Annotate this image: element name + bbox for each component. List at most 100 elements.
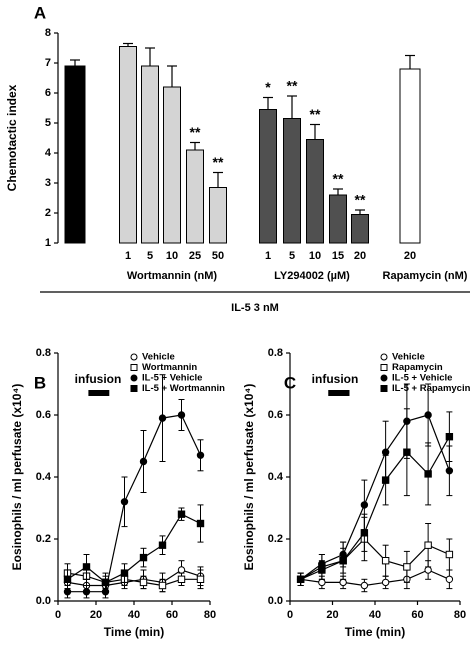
bar: [399, 68, 421, 244]
legend-label: Vehicle: [142, 352, 175, 363]
marker: [403, 563, 411, 571]
marker: [318, 578, 326, 587]
footer-label: IL-5 3 nM: [231, 302, 279, 314]
bar: [306, 139, 324, 244]
y-tick-label: 0.8: [36, 347, 51, 359]
x-tick-label: 60: [166, 609, 178, 621]
bar: [283, 118, 301, 244]
marker: [339, 557, 347, 565]
marker: [360, 581, 369, 590]
x-tick-label: 1: [125, 250, 131, 262]
marker: [296, 575, 305, 583]
x-tick-label: 20: [354, 250, 366, 262]
legend-label: IL-5 + Wortmannin: [142, 383, 225, 394]
x-tick-label: 5: [289, 250, 295, 262]
x-tick-label: 25: [189, 250, 201, 262]
marker: [424, 411, 432, 419]
bar: [119, 46, 137, 244]
bar: [141, 65, 159, 244]
marker: [445, 575, 454, 583]
marker: [445, 433, 454, 441]
marker: [177, 411, 186, 419]
significance-label: *: [265, 79, 271, 95]
x-tick-label: 5: [147, 250, 153, 262]
marker: [381, 476, 390, 484]
marker: [82, 588, 91, 596]
marker: [339, 578, 347, 587]
legend-label: IL-5 + Vehicle: [392, 373, 452, 384]
legend-marker: [130, 385, 138, 392]
x-axis-label: Time (min): [345, 625, 405, 639]
marker: [63, 588, 72, 596]
legend-label: Rapamycin: [392, 362, 443, 373]
marker: [120, 498, 129, 506]
x-tick-label: 0: [287, 609, 293, 621]
marker: [445, 550, 454, 559]
x-tick-label: 0: [55, 609, 61, 621]
marker: [381, 557, 390, 565]
legend-marker: [380, 353, 388, 361]
y-tick-label: 7: [45, 57, 51, 69]
marker: [139, 457, 148, 466]
y-tick-label: 0.6: [36, 409, 51, 421]
marker: [177, 566, 186, 574]
marker: [381, 578, 390, 587]
significance-label: **: [355, 192, 366, 208]
panel-label: C: [284, 373, 296, 392]
x-tick-label: 80: [204, 609, 216, 621]
y-tick-label: 1: [45, 237, 51, 249]
legend-marker: [380, 374, 388, 382]
y-tick-label: 0.0: [36, 595, 51, 607]
y-tick-label: 0.2: [36, 533, 51, 545]
marker: [424, 541, 432, 549]
bar: [163, 86, 181, 244]
y-tick-label: 3: [45, 177, 51, 189]
infusion-bar: [328, 390, 350, 396]
y-tick-label: 0.4: [36, 471, 52, 483]
panel-label: B: [34, 373, 46, 392]
x-tick-label: 20: [90, 609, 102, 621]
group-label: LY294002 (µM): [274, 270, 350, 282]
group-label: Rapamycin (nM): [383, 270, 468, 282]
marker: [82, 563, 91, 571]
x-tick-label: 20: [326, 609, 338, 621]
marker: [196, 575, 205, 583]
x-tick-label: 80: [454, 609, 466, 621]
x-tick-label: 1: [265, 250, 271, 262]
legend-label: Vehicle: [392, 352, 425, 363]
marker: [63, 575, 72, 583]
x-tick-label: 40: [369, 609, 381, 621]
marker: [424, 566, 432, 574]
x-tick-label: 15: [332, 250, 344, 262]
x-tick-label: 50: [212, 250, 224, 262]
marker: [318, 566, 326, 574]
x-tick-label: 40: [128, 609, 140, 621]
marker: [139, 578, 148, 587]
y-tick-label: 5: [45, 117, 51, 129]
y-tick-label: 0.8: [268, 347, 283, 359]
marker: [403, 448, 411, 456]
y-tick-label: 0.0: [268, 595, 283, 607]
infusion-label: infusion: [75, 372, 122, 386]
marker: [360, 501, 369, 509]
significance-label: **: [333, 171, 344, 187]
y-axis-label: Eosinophils / ml perfusate (x10⁴): [242, 384, 256, 571]
marker: [177, 510, 186, 518]
infusion-label: infusion: [312, 372, 359, 386]
x-tick-label: 20: [404, 250, 416, 262]
panel-label: A: [34, 3, 46, 22]
legend-marker: [130, 364, 138, 371]
significance-label: **: [287, 78, 298, 94]
marker: [101, 578, 110, 587]
marker: [158, 414, 167, 422]
y-tick-label: 2: [45, 207, 51, 219]
bar: [64, 65, 86, 244]
marker: [177, 575, 186, 583]
infusion-bar: [88, 390, 110, 396]
significance-label: **: [310, 106, 321, 122]
legend-marker: [380, 385, 388, 392]
bar: [259, 109, 277, 244]
marker: [139, 553, 148, 562]
